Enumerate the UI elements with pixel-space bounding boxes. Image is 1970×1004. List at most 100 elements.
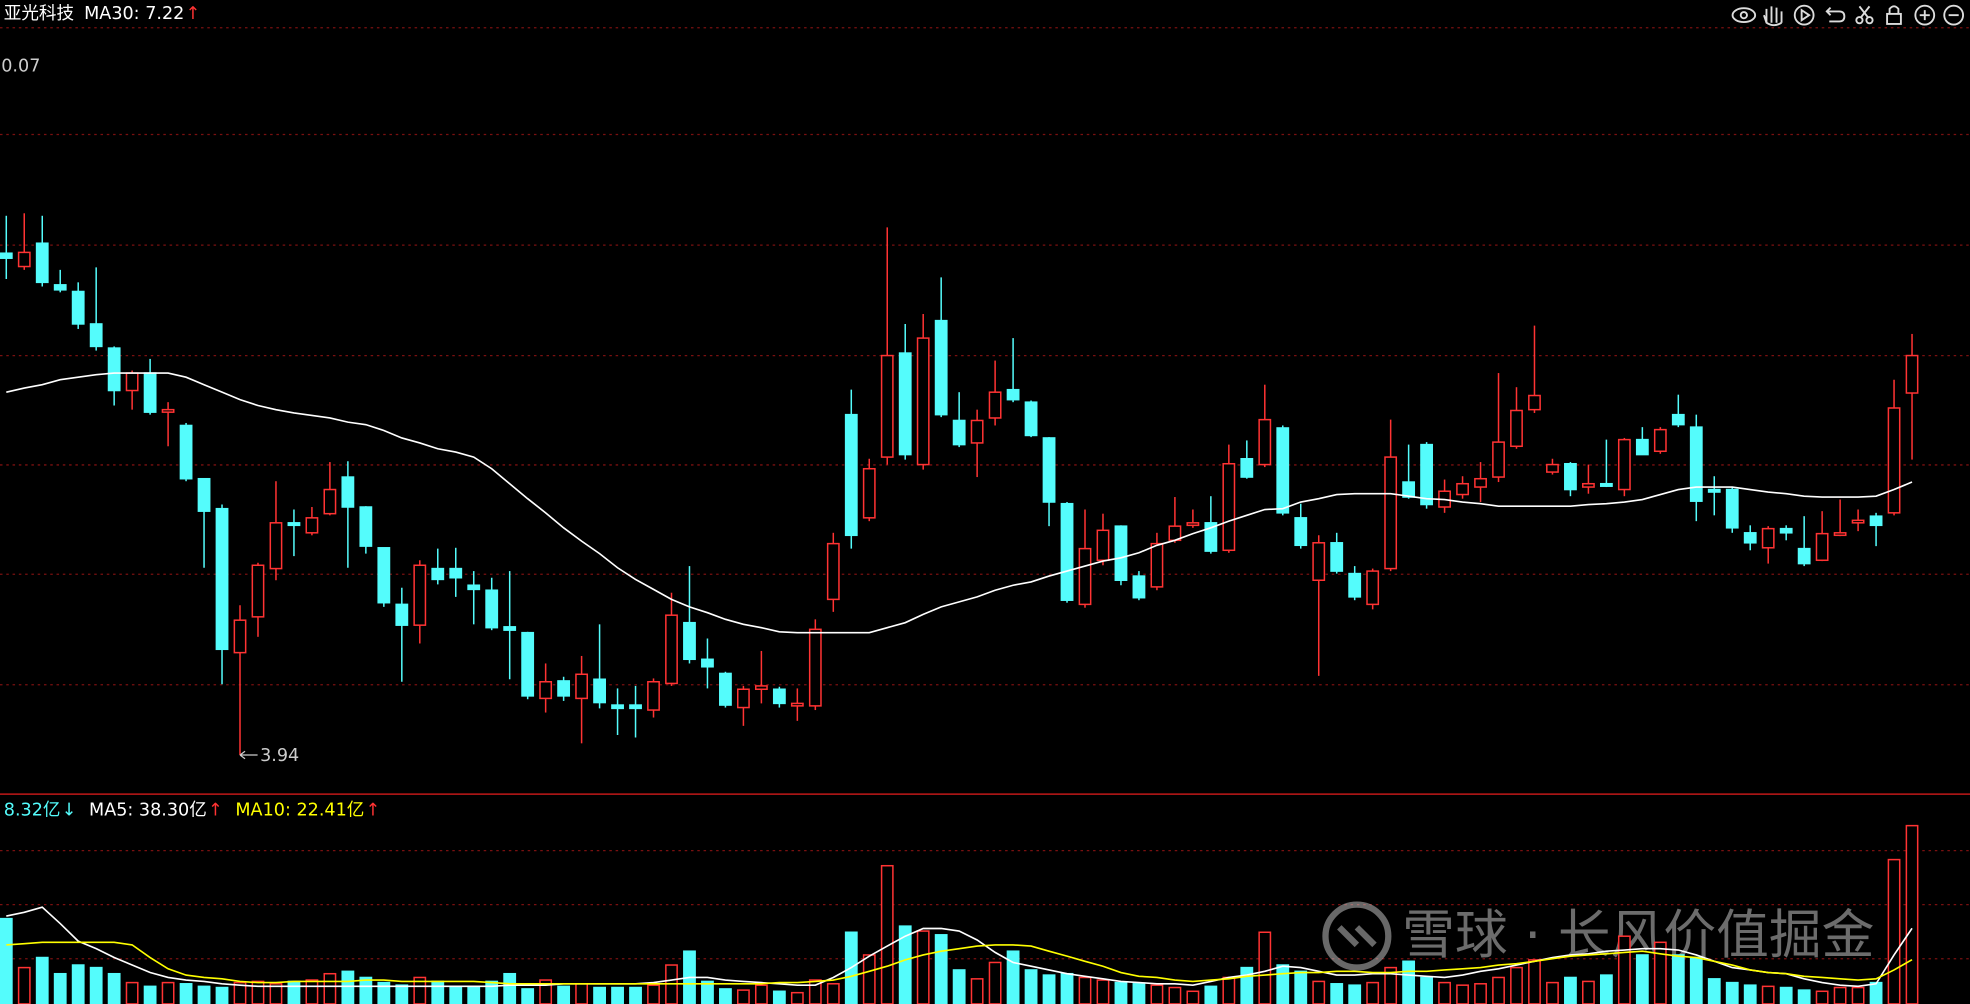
candle-body (1797, 547, 1811, 565)
candle-body (1114, 525, 1128, 581)
pan-button[interactable] (1763, 6, 1783, 27)
candle-body (1546, 463, 1559, 473)
candle-body (449, 567, 463, 579)
volume-bar (1060, 972, 1074, 1004)
candle-body (215, 507, 229, 651)
candle-body (1887, 407, 1901, 514)
candle-body (1635, 438, 1649, 456)
volume-bar (1096, 979, 1110, 1004)
watermark-logo (1322, 901, 1392, 971)
watermark-logo-mark (1337, 925, 1377, 948)
candle-body (1384, 456, 1398, 570)
candle-body (269, 522, 283, 570)
zoom-in-button[interactable] (1914, 4, 1936, 26)
volume-bar (1492, 976, 1505, 1004)
low-label: 3.94 (260, 746, 299, 766)
volume-bar (1420, 976, 1434, 1004)
candle-body (1348, 572, 1362, 598)
volume-bar (53, 972, 67, 1004)
candle-body (934, 319, 948, 416)
candle-body (1096, 529, 1110, 562)
candle-body (1851, 519, 1865, 524)
candle-body (772, 688, 786, 705)
candle-body (808, 628, 822, 707)
play-button[interactable] (1793, 4, 1815, 26)
cut-button[interactable] (1855, 5, 1874, 25)
candle-body (611, 704, 624, 710)
volume-bar (1312, 980, 1326, 1004)
lock-button[interactable] (1886, 5, 1902, 25)
volume-bar (341, 970, 355, 1004)
view-button[interactable] (1731, 7, 1757, 24)
volume-bar (754, 984, 768, 1004)
toolbar (1731, 4, 1965, 27)
volume-bar (1006, 950, 1020, 1004)
volume-bar (125, 981, 139, 1004)
candle-body (341, 476, 355, 508)
candle-body (575, 673, 589, 700)
volume-bar (305, 979, 319, 1004)
candle-body (1599, 482, 1613, 487)
volume-bar (1294, 970, 1308, 1004)
legend-label: MA10: 22.41亿 (235, 800, 364, 820)
volume-bar (1599, 974, 1613, 1004)
volume-bar (395, 984, 409, 1004)
volume-bar (1150, 984, 1164, 1004)
candle-body (89, 323, 103, 348)
volume-bar (1725, 981, 1739, 1004)
candle-body (1150, 542, 1164, 588)
candle-body (844, 413, 858, 537)
candle-body (1024, 401, 1038, 437)
volume-bar (35, 956, 49, 1004)
candle-body (143, 372, 157, 413)
volume-bar (1438, 981, 1451, 1004)
volume-bar (701, 980, 714, 1004)
volume-bar (1689, 956, 1703, 1004)
chart-title: 亚光科技 (4, 4, 74, 24)
undo-button[interactable] (1825, 6, 1846, 23)
candle-body (1725, 488, 1739, 529)
candle-body (1258, 418, 1272, 466)
volume-bar (503, 972, 517, 1004)
candle-body (665, 614, 678, 685)
volume-bar (1114, 981, 1128, 1004)
candle-body (467, 584, 481, 591)
volume-bar (431, 980, 445, 1004)
candle-body (1204, 522, 1218, 552)
zoom-out-button[interactable] (1943, 4, 1965, 26)
volume-bar (737, 989, 750, 1004)
candle-body (1671, 413, 1685, 426)
candle-body (431, 567, 445, 581)
candle-body (323, 488, 337, 515)
volume-bar (1528, 959, 1541, 1004)
candle-body (1240, 457, 1254, 478)
volume-bar (719, 988, 732, 1004)
volume-bar (1833, 986, 1847, 1004)
volume-bar (880, 864, 894, 1004)
volume-bar (179, 983, 193, 1004)
candle-body (125, 372, 139, 392)
volume-bar (1869, 981, 1883, 1004)
candle-body (1905, 354, 1919, 394)
candle-body (305, 517, 319, 534)
volume-bar (1617, 935, 1631, 1004)
volume-bar (1707, 978, 1721, 1004)
candle-body (898, 352, 912, 456)
candle-body (593, 678, 606, 704)
candle-body (1869, 515, 1883, 527)
candle-body (1617, 438, 1631, 491)
watermark: 雪球 · 长风价值掘金 (1322, 901, 1874, 971)
candle-body (1294, 517, 1308, 547)
volume-bar (1815, 990, 1829, 1004)
candle-body (826, 542, 840, 601)
volume-bar (952, 969, 966, 1004)
volume-bar (521, 988, 535, 1004)
volume-bar (1204, 985, 1218, 1004)
volume-bar (1743, 984, 1757, 1004)
volume-bar (790, 991, 804, 1004)
candle-body (754, 685, 768, 690)
ma-line (6, 372, 1913, 634)
volume-bar (1905, 824, 1919, 1004)
volume-bar (1779, 986, 1793, 1004)
